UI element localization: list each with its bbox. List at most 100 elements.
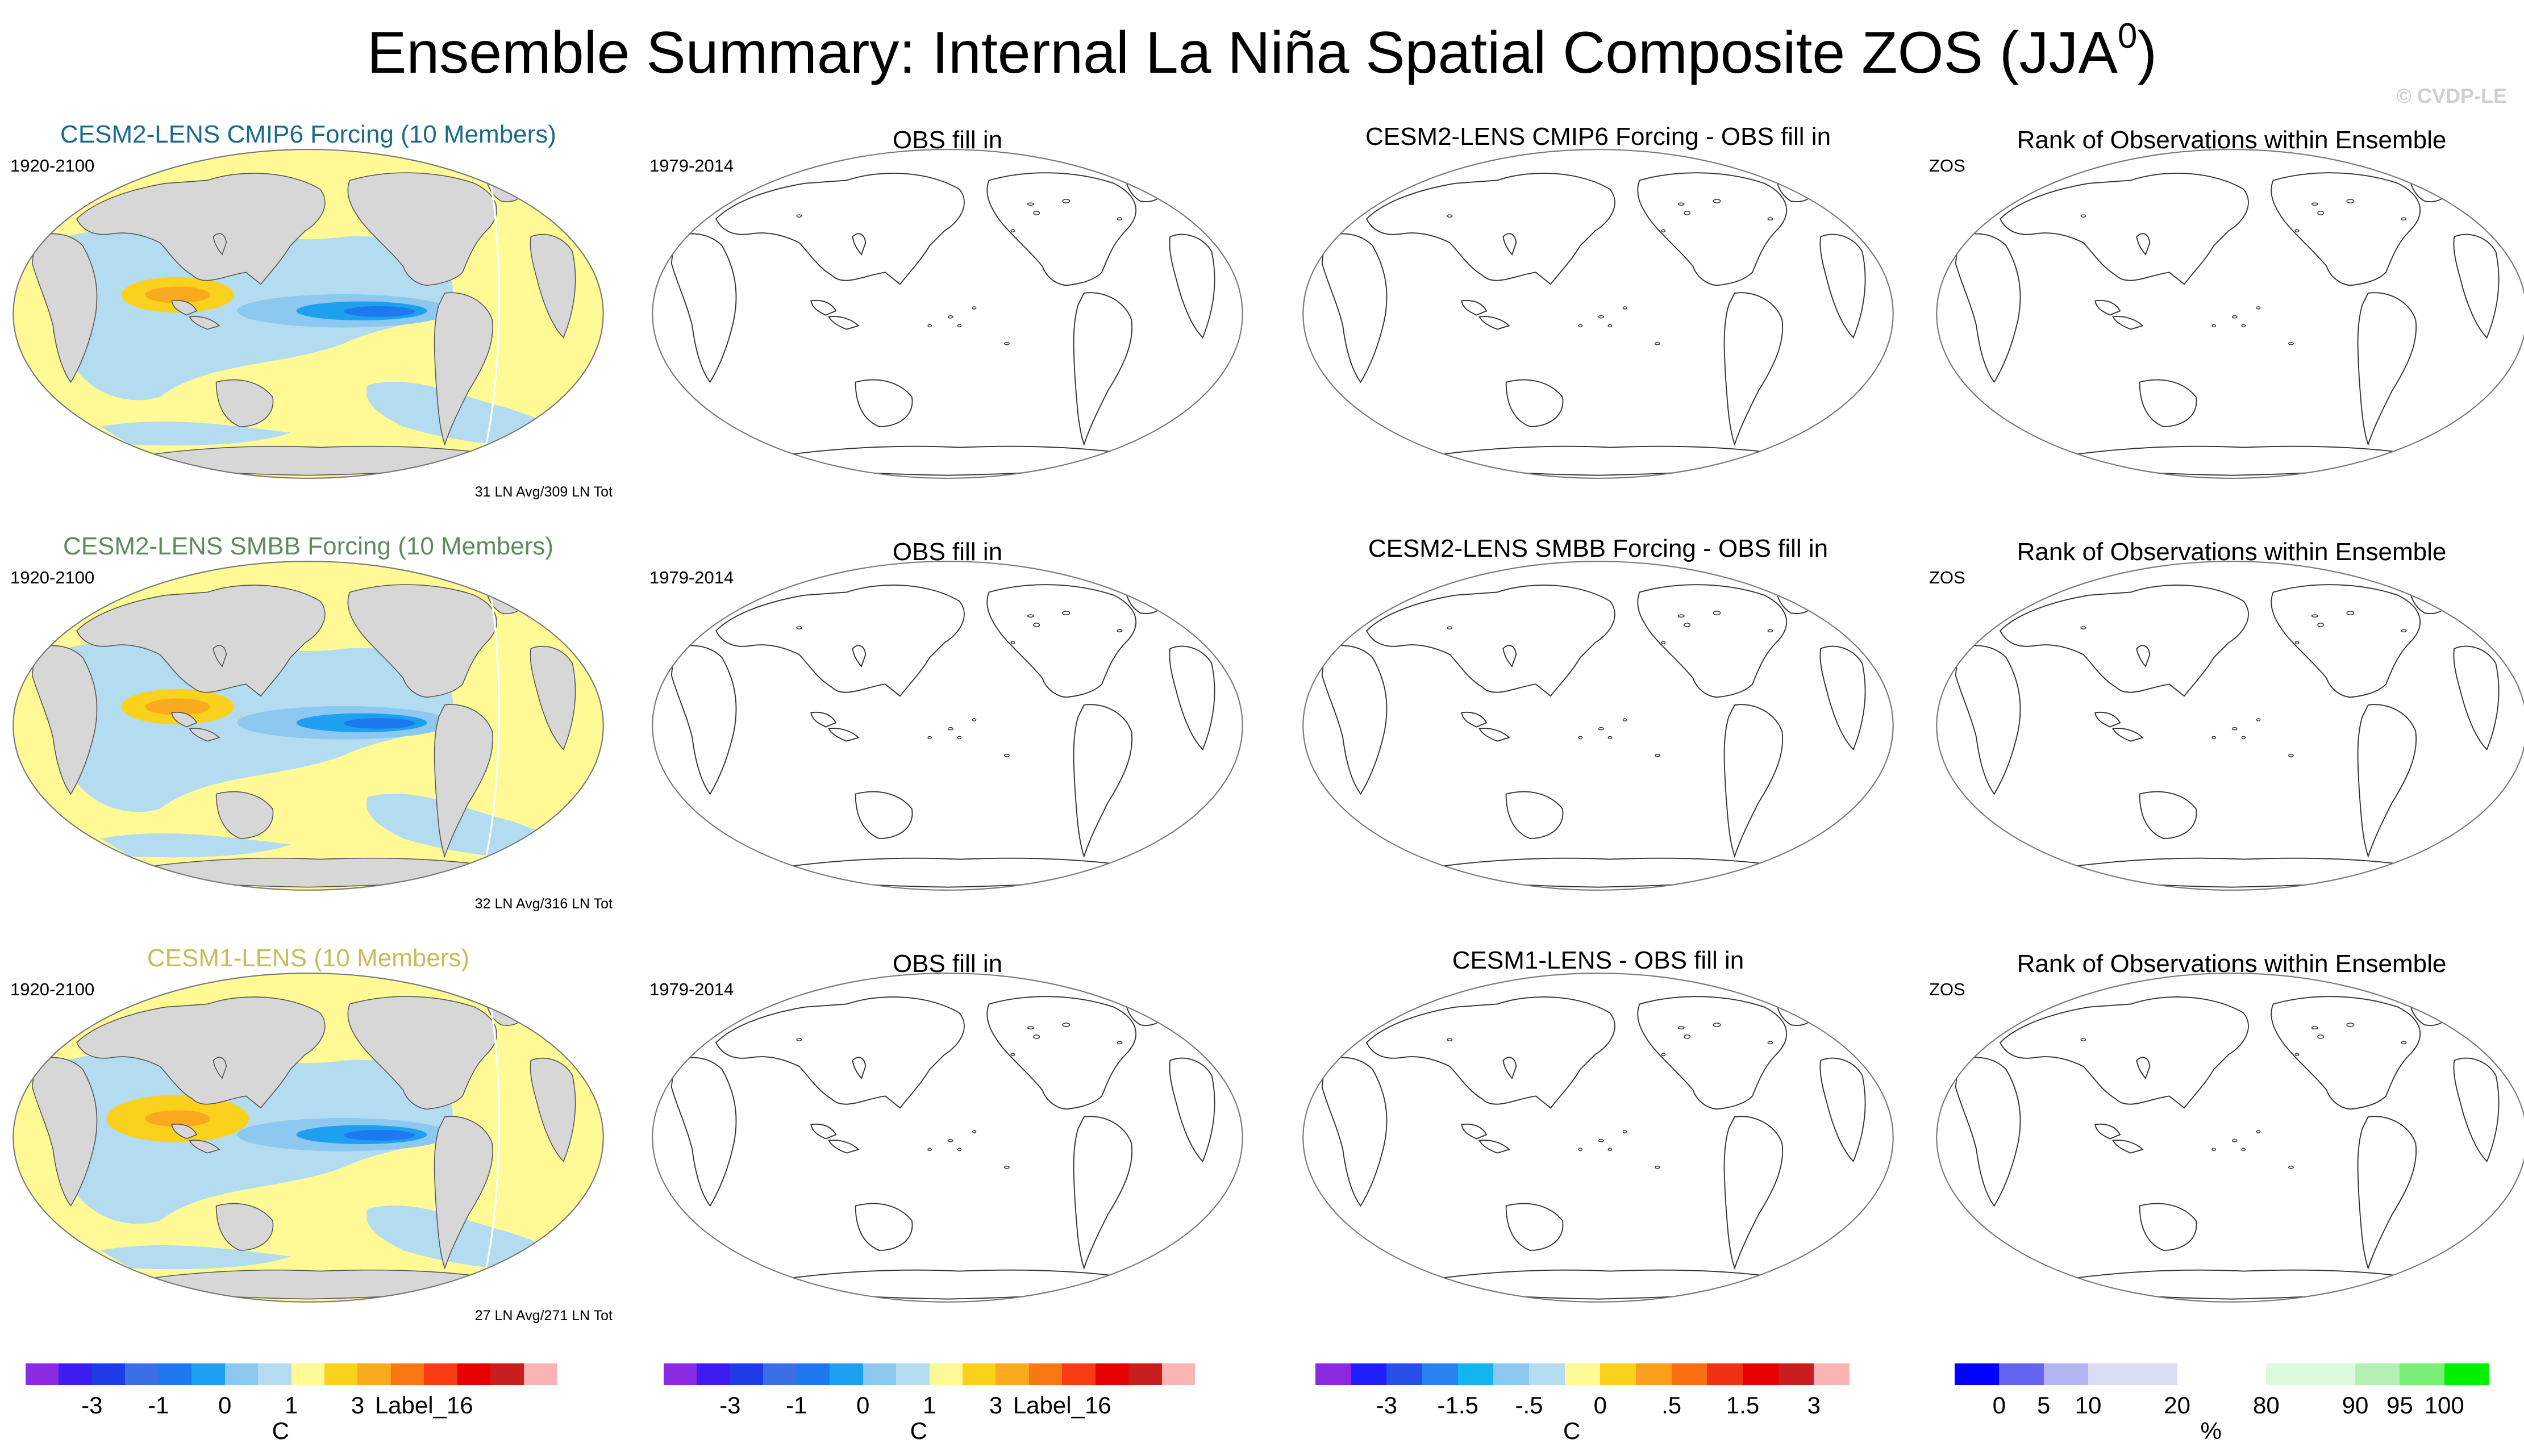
island-outline — [1578, 736, 1583, 740]
map-border — [1302, 973, 1894, 1303]
coastline — [810, 1123, 837, 1140]
colorbar-segment — [291, 1363, 324, 1385]
colorbar-segment — [730, 1363, 764, 1385]
island-outline — [1767, 217, 1773, 221]
land-mass — [434, 292, 493, 446]
difference-panel-title: CESM1-LENS - OBS fill in — [1452, 946, 1744, 974]
colorbar-segment — [1999, 1363, 2044, 1385]
map-border — [652, 561, 1243, 891]
coastline — [986, 584, 1136, 698]
colorbar-segment — [390, 1363, 424, 1385]
colorbar-segment — [2444, 1363, 2489, 1385]
colorbar-tick-label: 10 — [2075, 1392, 2102, 1419]
coastline — [2139, 379, 2197, 427]
model-panel — [11, 560, 605, 892]
island-outline — [947, 727, 953, 731]
colorbar-segment — [2310, 1363, 2355, 1385]
colorbar-segment — [424, 1363, 457, 1385]
island-outline — [2294, 229, 2300, 233]
island-outline — [2231, 727, 2238, 731]
island-outline — [1607, 736, 1613, 740]
model-event-count: 32 LN Avg/316 LN Tot — [474, 896, 613, 912]
colorbar-tick-label: 0 — [856, 1392, 870, 1419]
colorbar-segment — [357, 1363, 391, 1385]
colorbar-segment — [1128, 1363, 1162, 1385]
island-outline — [1677, 614, 1685, 618]
land-mass — [347, 172, 497, 286]
island-outline — [1062, 199, 1071, 203]
colorbar-segment — [996, 1363, 1029, 1385]
island-outline — [2211, 324, 2217, 328]
island-outline — [1607, 1148, 1613, 1152]
colorbar-segment — [929, 1363, 963, 1385]
coastline — [855, 379, 913, 427]
island-outline — [2288, 1165, 2294, 1169]
model-panel-title: CESM1-LENS (10 Members) — [147, 944, 470, 972]
colorbar-tick-label: 90 — [2342, 1392, 2369, 1419]
coastline — [715, 172, 965, 285]
island-outline — [1033, 1034, 1040, 1039]
coastline — [1461, 711, 1488, 728]
ocean-negative-field — [100, 833, 291, 858]
island-outline — [1661, 641, 1666, 645]
coastline — [986, 172, 1136, 286]
island-outline — [1033, 623, 1040, 627]
model-composite-map — [13, 973, 604, 1303]
coastline — [1723, 704, 1784, 858]
island-outline — [1713, 1023, 1721, 1027]
coastline — [986, 996, 1136, 1110]
rank-panel-title: Rank of Observations within Ensemble — [2017, 538, 2447, 566]
coastline — [1365, 584, 1615, 697]
colorbar-segment — [1743, 1363, 1779, 1385]
island-outline — [2080, 1038, 2086, 1041]
coastline — [1819, 645, 1866, 750]
colorbar-segment — [1707, 1363, 1743, 1385]
colorbar-segment — [664, 1363, 697, 1385]
land-mass — [347, 996, 497, 1110]
island-outline — [2346, 199, 2355, 203]
coastline — [1955, 233, 2021, 383]
rank-map — [1936, 561, 2524, 891]
colorbar-tick-label: Label_16 — [1013, 1392, 1111, 1419]
island-outline — [972, 1130, 977, 1133]
coastline — [1999, 584, 2249, 697]
coastline — [810, 711, 837, 728]
island-outline — [927, 736, 932, 740]
colorbar-strip — [26, 1363, 557, 1385]
island-outline — [2317, 211, 2325, 215]
island-outline — [1684, 1034, 1691, 1039]
rank-variable-label: ZOS — [1929, 568, 1965, 587]
coastline — [810, 299, 837, 316]
land-mass — [76, 996, 326, 1109]
diff-panel — [1301, 971, 1895, 1304]
ocean-negative-field — [100, 422, 291, 446]
coastline — [670, 645, 737, 795]
colorbar-tick-label: -1 — [148, 1392, 169, 1419]
island-outline — [1578, 324, 1583, 328]
map-border — [652, 149, 1243, 479]
island-outline — [1062, 611, 1071, 615]
rank-panel — [1935, 971, 2524, 1304]
colorbar-tick-label: 0 — [218, 1392, 232, 1419]
obs-map — [652, 561, 1243, 891]
land-mass — [347, 584, 497, 698]
map-border — [1936, 149, 2524, 479]
coastline — [1637, 172, 1787, 286]
rank-panel-title: Rank of Observations within Ensemble — [2017, 126, 2447, 154]
land-mass — [530, 646, 576, 750]
coastline — [1955, 1057, 2021, 1207]
land-mass — [76, 173, 326, 285]
coastline — [2357, 1116, 2417, 1270]
coastline — [1505, 1203, 1564, 1251]
island-outline — [1655, 753, 1660, 757]
island-outline — [1622, 718, 1627, 721]
island-outline — [2080, 214, 2086, 218]
model-event-count: 31 LN Avg/309 LN Tot — [474, 484, 613, 500]
colorbar-segment — [763, 1363, 797, 1385]
coastline — [1502, 1057, 1517, 1079]
rank-panel — [1935, 148, 2524, 480]
land-mass — [31, 233, 98, 383]
coastline — [1321, 645, 1388, 795]
colorbar-tick-label: -3 — [81, 1392, 103, 1419]
coastline — [2453, 645, 2500, 750]
